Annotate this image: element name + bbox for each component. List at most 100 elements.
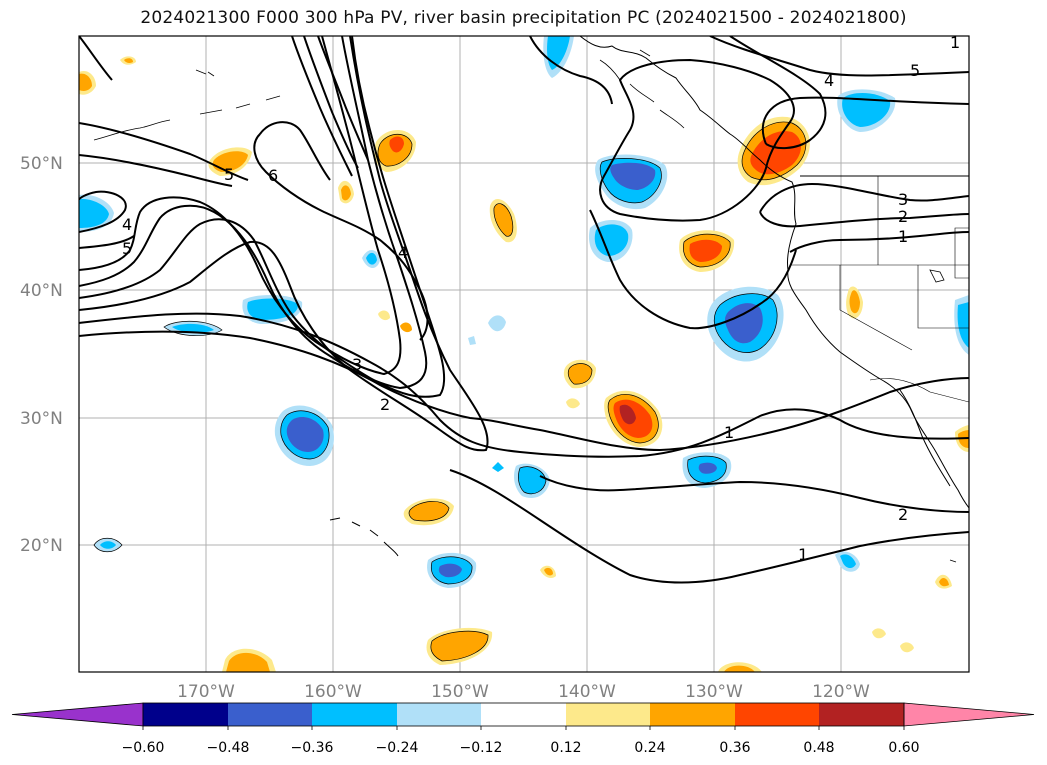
colorbar-tick-label: −0.12 [460,740,503,756]
pos-blob [718,662,762,672]
contour-label: 5 [910,61,920,80]
pos-blob [124,58,133,64]
lat-label-20n: 20°N [20,536,63,556]
neg-blob [79,194,114,232]
colorbar [11,702,1035,730]
lon-label-140w: 140°W [558,682,616,702]
pos-blob [544,567,553,576]
contour-4-left [79,190,127,233]
colorbar-tick-label: −0.24 [376,740,419,756]
contour-6-left [79,154,233,187]
contour-ne-2 [759,211,969,228]
pos-blob [378,310,390,321]
colorbar-segment [650,703,735,726]
contour-label: 5 [224,165,234,184]
contour-ne-3 [759,182,969,213]
colorbar-segment [819,703,904,726]
neg-blob [492,462,504,472]
contour-nw [79,36,113,81]
contour-1b [79,312,969,458]
neg-blob [954,295,969,355]
contour-label: 6 [268,166,278,185]
contour-ne-4b [761,96,969,145]
contour-label: 2 [380,395,390,414]
contour-b [303,36,359,169]
colorbar-segment [397,703,481,726]
pos-blob [79,70,96,95]
lat-tick-labels: 50°N 40°N 30°N 20°N [20,154,63,556]
pos-blob [679,230,735,272]
contour-label: 5 [122,239,132,258]
contour-south-2 [539,475,969,513]
contour-labels: 6 5 5 4 4 4 3 3 2 2 2 1 1 1 1 5 4 [122,33,960,564]
contour-label: 4 [122,215,132,234]
contour-label: 2 [898,207,908,226]
colorbar-tick-label: −0.60 [122,740,165,756]
colorbar-tick-label: 0.48 [803,740,834,756]
neg-blob [837,89,896,132]
neg-blob [835,551,860,572]
contour-1 [79,330,969,452]
contour-label: 2 [898,505,908,524]
pos-blob [426,627,493,665]
colorbar-tick-label: 0.60 [888,740,919,756]
lat-label-40n: 40°N [20,281,63,301]
pos-blob [900,642,914,653]
map-frame [78,35,970,673]
neg-blob [707,286,784,362]
pos-blob [489,199,517,243]
lon-label-170w: 170°W [177,682,235,702]
colorbar-extend-left [11,702,144,727]
contour-n-mid [529,36,613,105]
colorbar-segment [735,703,819,726]
lat-label-50n: 50°N [20,154,63,174]
lon-label-120w: 120°W [812,682,870,702]
lat-label-30n: 30°N [20,409,63,429]
neg-blob [94,538,122,552]
contour-5-left [79,122,249,181]
contour-label: 4 [398,243,408,262]
neg-blob [274,405,334,466]
pv-contours [79,36,969,584]
colorbar-segment [566,703,650,726]
pos-blob [222,648,276,672]
contour-south-1 [449,469,969,584]
colorbar-tick-label: −0.36 [291,740,334,756]
contour-2-3 [79,36,489,452]
precip-shading [79,36,969,672]
contour-5b-left [79,235,135,249]
colorbar-tick-label: −0.48 [207,740,250,756]
colorbar-frame [142,702,905,727]
coastlines [93,36,969,563]
colorbar-tick-label: 0.24 [634,740,665,756]
contour-ne-4 [729,36,827,150]
neg-blob [595,154,668,210]
contour-ridge-3 [589,209,797,330]
contour-3-4 [79,36,446,398]
neg-blob [588,220,633,262]
map-title: 2024021300 F000 300 hPa PV, river basin … [140,8,907,28]
contour-6 [253,121,429,341]
pos-blob [872,628,886,639]
contour-label: 1 [898,227,908,246]
colorbar-segment [312,703,397,726]
contour-label: 1 [798,545,808,564]
contour-ne-1 [789,231,969,253]
colorbar-tick-label: 0.36 [719,740,750,756]
contour-4 [79,36,428,390]
contour-ne-5 [709,36,969,77]
contour-label: 3 [352,355,362,374]
pos-blob [563,359,596,389]
contour-ridge-4 [599,58,795,222]
contour-label: 1 [724,423,734,442]
contour-label: 1 [950,33,960,52]
pos-blob [338,180,354,204]
neg-blob [366,252,377,265]
neg-blob [488,315,506,332]
pos-blob [566,398,580,409]
contour-label: 3 [898,190,908,209]
colorbar-labels: −0.60 −0.48 −0.36 −0.24 −0.12 0.12 0.24 … [122,740,920,756]
contour-a [291,36,353,177]
pos-blob [604,390,663,447]
lon-label-160w: 160°W [304,682,362,702]
